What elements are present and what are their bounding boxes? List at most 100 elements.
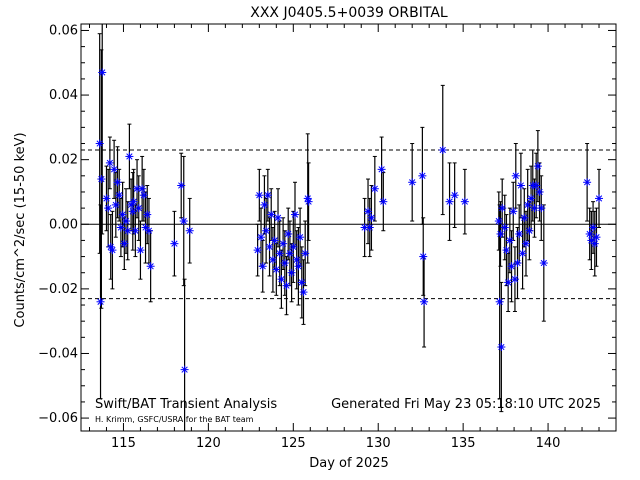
data-point-stroke bbox=[540, 259, 547, 267]
data-point-stroke bbox=[97, 298, 104, 305]
data-point-stroke bbox=[261, 201, 268, 209]
data-point bbox=[263, 191, 272, 200]
data-point-stroke bbox=[268, 211, 275, 218]
data-point bbox=[115, 191, 124, 200]
data-point-stroke bbox=[501, 224, 508, 231]
data-point bbox=[179, 217, 188, 226]
data-point bbox=[297, 278, 306, 287]
y-tick-label: 0.04 bbox=[49, 88, 78, 103]
data-point bbox=[129, 197, 138, 206]
data-point-stroke bbox=[419, 172, 426, 179]
data-point-stroke bbox=[130, 198, 137, 205]
data-point-stroke bbox=[99, 69, 106, 76]
data-point-stroke bbox=[519, 250, 526, 257]
data-point bbox=[364, 207, 373, 216]
plot-frame bbox=[80, 23, 617, 432]
data-point bbox=[138, 184, 147, 193]
data-point-stroke bbox=[171, 240, 178, 247]
data-point-stroke bbox=[522, 240, 530, 247]
data-point bbox=[289, 242, 298, 251]
data-point bbox=[177, 181, 186, 190]
data-point bbox=[521, 239, 530, 248]
data-point bbox=[408, 178, 417, 187]
data-point-stroke bbox=[116, 192, 123, 199]
data-point-stroke bbox=[286, 250, 294, 257]
data-point-stroke bbox=[274, 214, 282, 221]
data-point-stroke bbox=[262, 227, 270, 234]
data-point-stroke bbox=[122, 217, 130, 225]
data-point-stroke bbox=[254, 246, 261, 254]
x-tick-label: 125 bbox=[281, 436, 306, 451]
data-point-stroke bbox=[420, 298, 428, 305]
data-point-stroke bbox=[135, 204, 142, 212]
data-point-stroke bbox=[137, 246, 144, 254]
data-point bbox=[253, 246, 262, 255]
data-point-stroke bbox=[497, 230, 504, 238]
data-point-stroke bbox=[293, 256, 300, 263]
data-point bbox=[590, 239, 599, 248]
data-point-stroke bbox=[109, 246, 116, 254]
data-point bbox=[585, 229, 594, 238]
y-tick-label: −0.06 bbox=[38, 411, 78, 426]
data-point-stroke bbox=[521, 214, 528, 221]
data-point bbox=[262, 226, 271, 235]
data-point bbox=[523, 200, 532, 209]
data-point bbox=[460, 197, 469, 206]
data-point-stroke bbox=[595, 195, 603, 202]
data-point bbox=[516, 181, 525, 190]
data-point bbox=[105, 158, 114, 167]
data-point bbox=[589, 223, 598, 232]
data-point bbox=[267, 210, 276, 219]
data-point-stroke bbox=[114, 179, 121, 186]
data-point bbox=[504, 278, 513, 287]
data-point-stroke bbox=[119, 211, 126, 218]
data-point-stroke bbox=[288, 269, 295, 276]
data-point bbox=[113, 178, 122, 187]
data-point bbox=[497, 343, 506, 352]
data-point-stroke bbox=[527, 195, 535, 202]
data-point-stroke bbox=[296, 234, 304, 241]
data-point bbox=[277, 275, 286, 284]
data-point bbox=[379, 197, 388, 206]
data-point bbox=[125, 152, 134, 161]
data-point bbox=[134, 204, 143, 213]
data-point bbox=[128, 207, 137, 216]
data-point-stroke bbox=[290, 243, 297, 251]
data-point-stroke bbox=[439, 146, 446, 154]
data-point-stroke bbox=[304, 195, 311, 202]
data-point bbox=[532, 181, 541, 190]
data-point-stroke bbox=[103, 195, 110, 202]
data-point-stroke bbox=[133, 185, 141, 192]
data-point-stroke bbox=[368, 214, 375, 221]
data-point bbox=[502, 246, 511, 255]
data-point bbox=[280, 259, 289, 268]
data-point-stroke bbox=[583, 179, 591, 186]
data-point bbox=[527, 194, 536, 203]
data-point bbox=[511, 171, 520, 180]
data-point bbox=[144, 226, 153, 235]
y-tick-label: 0.02 bbox=[49, 153, 78, 168]
data-point-stroke bbox=[498, 343, 505, 351]
data-point-stroke bbox=[588, 237, 595, 244]
data-point bbox=[284, 229, 293, 238]
data-point bbox=[275, 249, 284, 258]
data-point bbox=[255, 191, 264, 200]
data-point-stroke bbox=[364, 208, 372, 215]
data-point-stroke bbox=[283, 282, 290, 289]
data-point bbox=[146, 262, 155, 271]
data-point bbox=[583, 178, 592, 187]
data-point-stroke bbox=[273, 266, 280, 273]
data-point bbox=[419, 252, 428, 261]
data-point-stroke bbox=[110, 166, 118, 173]
data-point bbox=[102, 194, 111, 203]
data-point-stroke bbox=[178, 182, 185, 189]
data-point bbox=[111, 200, 120, 209]
y-tick-label: 0.00 bbox=[49, 217, 78, 232]
data-point-stroke bbox=[186, 227, 193, 234]
data-point bbox=[110, 165, 119, 174]
data-point-stroke bbox=[291, 211, 299, 218]
data-point bbox=[535, 187, 544, 196]
data-point bbox=[365, 223, 374, 232]
data-point bbox=[539, 259, 548, 268]
